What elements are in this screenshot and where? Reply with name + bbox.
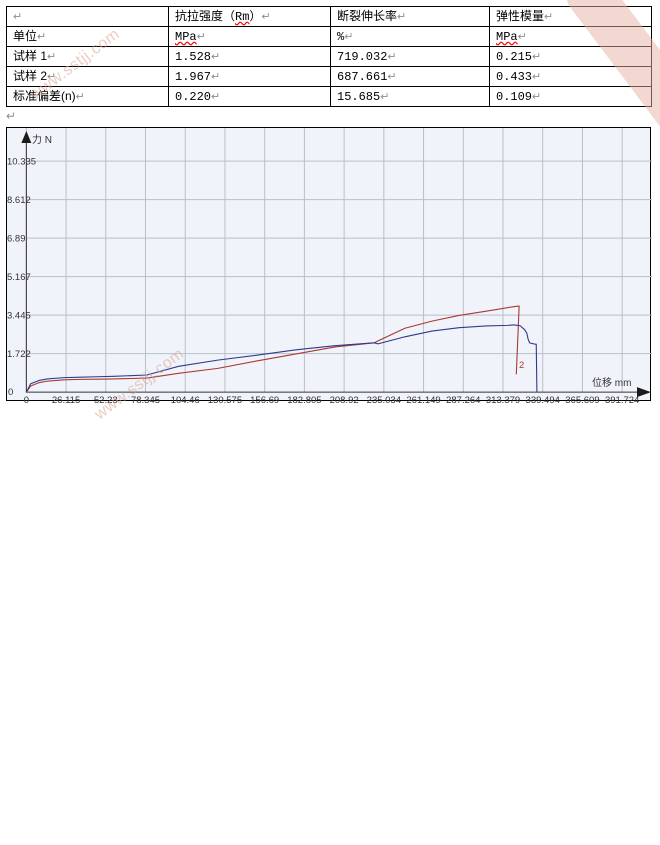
svg-text:1.722: 1.722 (7, 349, 31, 360)
svg-text:391.724: 391.724 (605, 395, 639, 406)
svg-text:78.345: 78.345 (131, 395, 160, 406)
svg-text:0: 0 (24, 395, 29, 406)
svg-text:26.115: 26.115 (52, 395, 80, 406)
svg-text:10.335: 10.335 (7, 156, 36, 167)
svg-text:104.46: 104.46 (171, 395, 200, 406)
svg-text:52.23: 52.23 (94, 395, 118, 406)
svg-text:182.805: 182.805 (287, 395, 321, 406)
svg-text:5.167: 5.167 (7, 272, 31, 283)
svg-text:235.034: 235.034 (367, 395, 401, 406)
svg-text:365.609: 365.609 (565, 395, 599, 406)
svg-text:208.92: 208.92 (330, 395, 359, 406)
svg-text:6.89: 6.89 (7, 233, 26, 244)
svg-text:156.69: 156.69 (250, 395, 279, 406)
svg-text:0: 0 (8, 387, 13, 398)
svg-text:339.494: 339.494 (526, 395, 560, 406)
svg-text:位移 mm: 位移 mm (592, 376, 631, 389)
svg-text:2: 2 (519, 360, 524, 371)
svg-text:287.264: 287.264 (446, 395, 480, 406)
svg-text:3.445: 3.445 (7, 310, 31, 321)
svg-text:130.575: 130.575 (208, 395, 242, 406)
svg-text:313.379: 313.379 (486, 395, 520, 406)
svg-text:力 N: 力 N (32, 133, 52, 146)
svg-text:261.149: 261.149 (406, 395, 440, 406)
svg-text:8.612: 8.612 (7, 195, 31, 206)
